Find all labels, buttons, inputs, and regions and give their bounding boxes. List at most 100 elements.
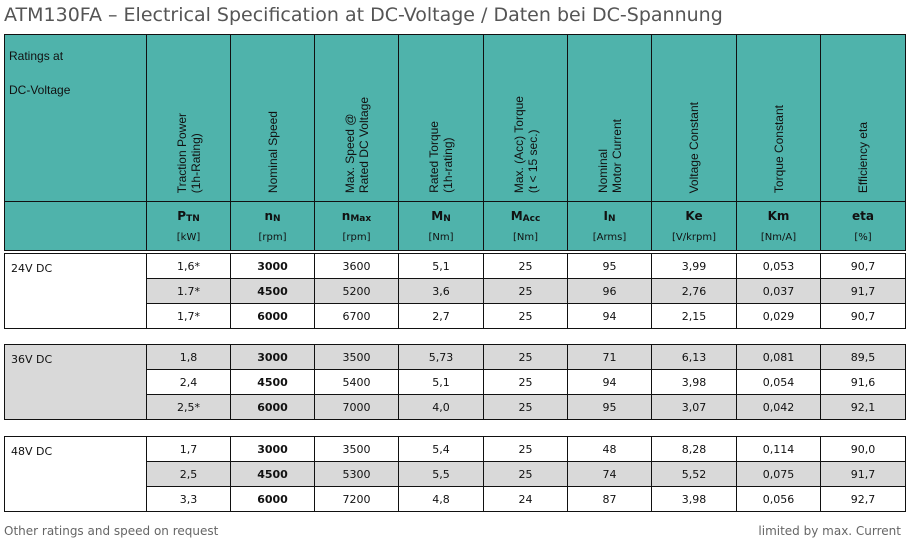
column-label: (1h-rating) <box>441 137 455 193</box>
table-cell: 71 <box>567 344 652 370</box>
column-header: Voltage Constant <box>651 34 737 202</box>
column-symbol: I <box>603 209 608 223</box>
table-cell: 74 <box>567 461 652 487</box>
column-header: Rated Torque (1h-rating) <box>398 34 484 202</box>
table-cell: 5200 <box>314 278 399 304</box>
table-cell: 0,114 <box>736 436 821 462</box>
footer-note-right: limited by max. Current <box>758 524 901 538</box>
table-cell: 5,4 <box>398 436 484 462</box>
table-cell: 8,28 <box>651 436 737 462</box>
table-cell: 4,8 <box>398 486 484 512</box>
column-symbol: Km <box>767 209 790 223</box>
page-title: ATM130FA – Electrical Specification at D… <box>4 4 723 26</box>
column-unit: [Nm] <box>512 232 539 243</box>
table-cell: 90,7 <box>820 303 906 329</box>
table-cell: 5,1 <box>398 369 484 395</box>
table-cell: 25 <box>483 278 568 304</box>
table-cell: 3500 <box>314 344 399 370</box>
table-cell: 6,13 <box>651 344 737 370</box>
table-cell: 4,0 <box>398 394 484 420</box>
table-cell: 92,7 <box>820 486 906 512</box>
table-cell: 2,15 <box>651 303 737 329</box>
table-cell: 3000 <box>230 253 315 279</box>
table-row: 3,3 6000 7200 4,8 24 87 3,98 0,056 92,7 <box>5 486 906 512</box>
table-cell: 0,029 <box>736 303 821 329</box>
table-cell: 0,037 <box>736 278 821 304</box>
header-table: Ratings at DC-Voltage Traction Power (1h-Ra… <box>4 34 906 251</box>
column-label: Nominal <box>595 148 610 193</box>
table-cell: 95 <box>567 253 652 279</box>
table-cell: 3,98 <box>651 369 737 395</box>
table-cell: 91,6 <box>820 369 906 395</box>
table-cell: 4500 <box>230 369 315 395</box>
column-label: Max. (Acc) Torque <box>511 95 526 193</box>
table-cell: 90,0 <box>820 436 906 462</box>
ratings-header-line: Ratings at <box>9 49 64 63</box>
column-header: Max. (Acc) Torque (t < 15 sec.) <box>483 34 568 202</box>
table-cell: 0,042 <box>736 394 821 420</box>
column-label: Torque Constant <box>771 104 786 193</box>
column-symbol: Ke <box>685 209 703 223</box>
column-symbol-sub: Acc <box>522 214 541 224</box>
table-cell: 2,5 <box>146 461 231 487</box>
table-cell: 25 <box>483 436 568 462</box>
column-label: Efficiency eta <box>856 121 870 193</box>
table-row: 1.7* 4500 5200 3,6 25 96 2,76 0,037 91,7 <box>5 278 906 304</box>
column-unit: [Arms] <box>592 232 627 243</box>
column-unit: [V/krpm] <box>671 232 716 243</box>
column-symbol-cell: Ke [V/krpm] <box>651 201 737 251</box>
table-row: 36V DC 1,8 3000 3500 5,73 25 71 6,13 0,081 89,5 <box>4 344 906 420</box>
table-cell: 3,98 <box>651 486 737 512</box>
table-cell: 87 <box>567 486 652 512</box>
table-cell: 1.7* <box>146 278 231 304</box>
column-header: Nominal Motor Current <box>567 34 652 202</box>
column-header: Traction Power (1h-Rating) <box>146 34 231 202</box>
table-cell: 0,075 <box>736 461 821 487</box>
table-row: 24V DC 1,6* 3000 3600 5,1 25 95 3,99 0,053 90,7 <box>4 253 906 329</box>
column-symbol-sub: N <box>273 214 281 224</box>
table-cell: 2,7 <box>398 303 484 329</box>
table-cell: 25 <box>483 394 568 420</box>
column-symbol-cell: PTN [kW] <box>146 201 231 251</box>
column-symbol-cell: MN [Nm] <box>398 201 484 251</box>
ratings-header: Ratings at DC-Voltage <box>4 34 147 202</box>
column-symbol-sub: N <box>443 214 451 224</box>
column-unit: [Nm] <box>428 232 454 243</box>
table-cell: 92,1 <box>820 394 906 420</box>
column-header: Nominal Speed <box>230 34 315 202</box>
column-label: (1h-Rating) <box>188 132 203 193</box>
empty-cell <box>4 201 147 251</box>
column-symbol: M <box>510 209 523 223</box>
table-cell: 4500 <box>230 278 315 304</box>
table-cell: 3000 <box>230 344 315 370</box>
column-unit: [rpm] <box>342 232 371 243</box>
column-label: Rated DC Voltage <box>356 96 371 193</box>
table-cell: 3,99 <box>651 253 737 279</box>
table-cell: 25 <box>483 461 568 487</box>
table-cell: 25 <box>483 344 568 370</box>
column-label: Rated Torque <box>427 121 441 193</box>
table-cell: 94 <box>567 303 652 329</box>
column-symbol-sub: Max <box>350 214 372 224</box>
table-cell: 0,054 <box>736 369 821 395</box>
column-symbol-cell: eta [%] <box>820 201 906 251</box>
column-symbol-cell: nN [rpm] <box>230 201 315 251</box>
column-symbol-sub: N <box>607 214 616 224</box>
column-header: Efficiency eta <box>820 34 906 202</box>
column-unit: [kW] <box>176 232 201 243</box>
table-cell: 0,081 <box>736 344 821 370</box>
table-cell: 25 <box>483 253 568 279</box>
table-cell: 3500 <box>314 436 399 462</box>
table-cell: 5300 <box>314 461 399 487</box>
table-cell: 1,6* <box>146 253 231 279</box>
column-symbol-cell: IN [Arms] <box>567 201 652 251</box>
voltage-group-table: 24V DC 1,6* 3000 3600 5,1 25 95 3,99 0,053 90,7 1.… <box>4 253 906 329</box>
table-row: 48V DC 1,7 3000 3500 5,4 25 48 8,28 0,114 90,0 <box>4 436 906 512</box>
column-unit: [Nm/A] <box>760 232 797 243</box>
table-cell: 24 <box>483 486 568 512</box>
ratings-header-line: DC-Voltage <box>9 83 71 97</box>
table-cell: 7000 <box>314 394 399 420</box>
table-cell: 2,76 <box>651 278 737 304</box>
table-row: 1,7* 6000 6700 2,7 25 94 2,15 0,029 90,7 <box>5 303 906 329</box>
column-symbol: n <box>341 209 351 223</box>
